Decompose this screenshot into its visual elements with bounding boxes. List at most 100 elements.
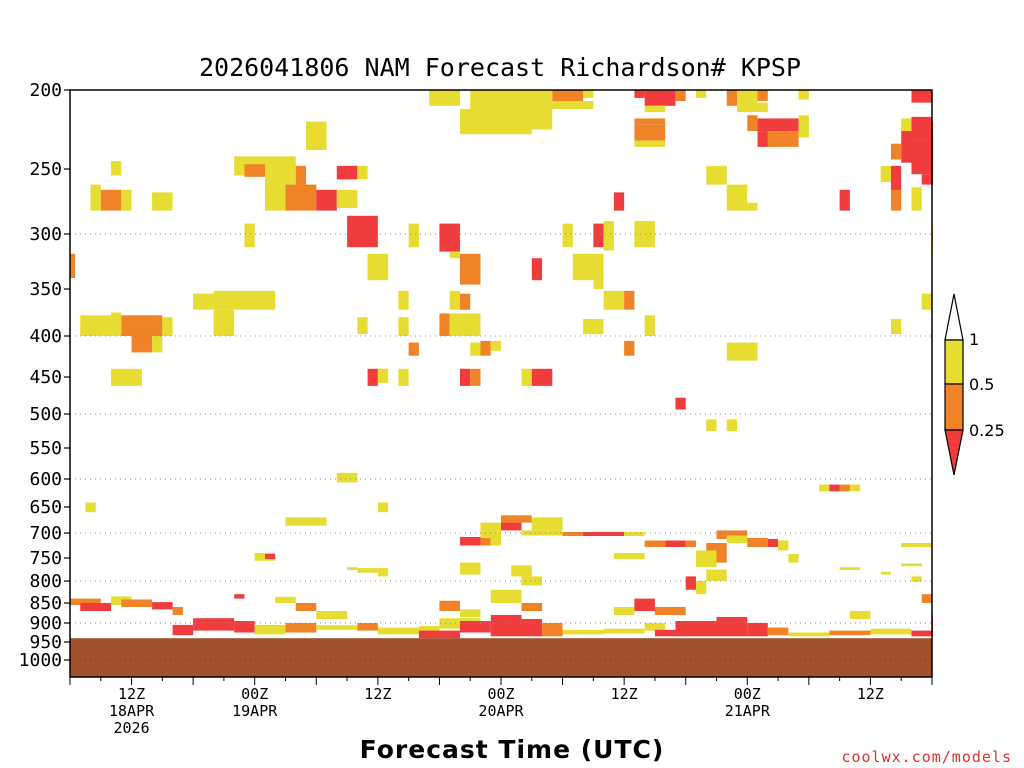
heatmap-cell xyxy=(459,293,471,310)
heatmap-cell xyxy=(470,368,481,386)
heatmap-cell xyxy=(70,598,101,605)
heatmap-cell xyxy=(152,192,173,211)
heatmap-cell xyxy=(111,312,122,336)
x-tick-label: 00Z xyxy=(487,685,514,703)
heatmap-cell xyxy=(357,165,368,180)
heatmap-cell xyxy=(921,594,932,603)
heatmap-cell xyxy=(152,336,163,353)
heatmap-cell xyxy=(849,484,861,492)
heatmap-cell xyxy=(644,90,676,106)
heatmap-cell xyxy=(408,342,419,356)
heatmap-cell xyxy=(490,538,501,546)
heatmap-cell xyxy=(737,90,758,103)
heatmap-cell xyxy=(244,223,255,248)
heatmap-cell xyxy=(716,617,748,637)
heatmap-cell xyxy=(665,540,686,547)
colorbar-top-arrow xyxy=(944,293,964,341)
heatmap-cell xyxy=(162,317,173,336)
heatmap-cell xyxy=(490,340,501,351)
heatmap-cell xyxy=(459,537,481,546)
colorbar-legend: 1 0.5 0.25 xyxy=(944,293,1005,476)
chart-title: 2026041806 NAM Forecast Richardson# KPSP xyxy=(199,53,801,82)
heatmap-cell xyxy=(624,340,635,356)
y-tick-label: 400 xyxy=(29,326,62,347)
colorbar-label: 0.5 xyxy=(969,375,994,394)
heatmap-cell xyxy=(439,313,450,336)
heatmap-cell xyxy=(100,189,122,211)
y-tick-label: 450 xyxy=(29,367,62,388)
heatmap-cell xyxy=(726,342,758,361)
x-tick-label: 2026 xyxy=(114,719,150,737)
heatmap-cell xyxy=(644,540,666,547)
y-tick-label: 600 xyxy=(29,469,62,490)
colorbar-bin xyxy=(944,339,964,385)
heatmap-cell xyxy=(285,517,327,526)
x-tick-label: 12Z xyxy=(118,685,145,703)
heatmap-cell xyxy=(521,619,543,637)
heatmap-cell xyxy=(767,131,799,147)
heatmap-cell xyxy=(747,623,768,637)
heatmap-cell xyxy=(839,484,850,492)
heatmap-cell xyxy=(172,607,183,615)
heatmap-cell xyxy=(213,309,235,336)
heatmap-cell xyxy=(675,90,686,102)
heatmap-cell xyxy=(593,280,604,289)
heatmap-cell xyxy=(316,189,337,211)
heatmap-cell xyxy=(367,253,389,281)
heatmap-cell xyxy=(439,600,460,611)
heatmap-cell xyxy=(357,317,368,335)
heatmap-cell xyxy=(757,131,768,147)
heatmap-cell xyxy=(264,184,286,211)
x-tick-label: 12Z xyxy=(364,685,391,703)
heatmap-cells xyxy=(70,90,933,639)
heatmap-cell xyxy=(634,598,655,611)
heatmap-cell xyxy=(921,174,932,185)
heatmap-cell xyxy=(634,118,666,125)
heatmap-cell xyxy=(295,165,307,185)
heatmap-cell xyxy=(490,615,522,637)
heatmap-cell xyxy=(480,538,491,546)
heatmap-cell xyxy=(459,621,491,633)
heatmap-cell xyxy=(890,143,902,160)
heatmap-cell xyxy=(121,315,163,336)
heatmap-cell xyxy=(644,315,655,336)
heatmap-cell xyxy=(747,538,768,547)
heatmap-cell xyxy=(901,543,932,547)
colorbar-label: 1 xyxy=(969,330,979,349)
heatmap-cell xyxy=(285,184,317,211)
y-tick-label: 750 xyxy=(29,548,62,569)
heatmap-cell xyxy=(726,419,738,431)
heatmap-cell xyxy=(685,576,696,590)
y-tick-label: 1000 xyxy=(19,650,62,671)
heatmap-cell xyxy=(80,603,112,611)
heatmap-cell xyxy=(470,90,522,114)
heatmap-cell xyxy=(634,140,666,147)
y-tick-label: 500 xyxy=(29,404,62,425)
ground-surface xyxy=(70,638,932,677)
heatmap-cell xyxy=(316,625,358,630)
heatmap-cell xyxy=(911,116,932,141)
heatmap-cell xyxy=(80,315,112,336)
y-tick-label: 850 xyxy=(29,593,62,614)
heatmap-cell xyxy=(603,628,645,634)
x-tick-label: 00Z xyxy=(241,685,268,703)
heatmap-cell xyxy=(767,627,789,636)
heatmap-cell xyxy=(377,368,389,383)
y-tick-label: 250 xyxy=(29,159,62,180)
heatmap-cell xyxy=(439,618,481,629)
heatmap-cell xyxy=(613,607,635,615)
x-tick-label: 00Z xyxy=(734,685,761,703)
heatmap-cell xyxy=(634,221,655,248)
heatmap-cell xyxy=(459,562,481,575)
heatmap-cell xyxy=(634,124,666,141)
heatmap-cell xyxy=(726,535,748,543)
heatmap-cell xyxy=(90,184,101,211)
heatmap-cell xyxy=(521,576,543,586)
heatmap-cell xyxy=(552,90,584,103)
heatmap-cell xyxy=(521,603,543,611)
y-tick-label: 200 xyxy=(29,80,62,101)
heatmap-cell xyxy=(695,581,707,595)
heatmap-cell xyxy=(593,223,604,248)
